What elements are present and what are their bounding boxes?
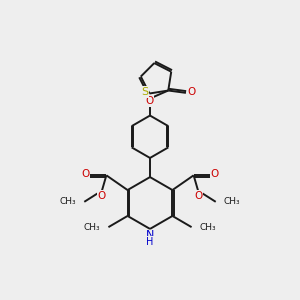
Text: O: O [145,96,153,106]
Text: O: O [194,190,202,201]
Text: CH₃: CH₃ [59,197,76,206]
Text: O: O [211,169,219,179]
Text: CH₃: CH₃ [224,197,241,206]
Text: O: O [98,190,106,201]
Text: O: O [187,87,195,97]
Text: H: H [146,237,154,247]
Text: S: S [142,87,148,97]
Text: O: O [81,169,89,179]
Text: N: N [146,230,154,240]
Text: CH₃: CH₃ [84,223,100,232]
Text: CH₃: CH₃ [200,223,216,232]
